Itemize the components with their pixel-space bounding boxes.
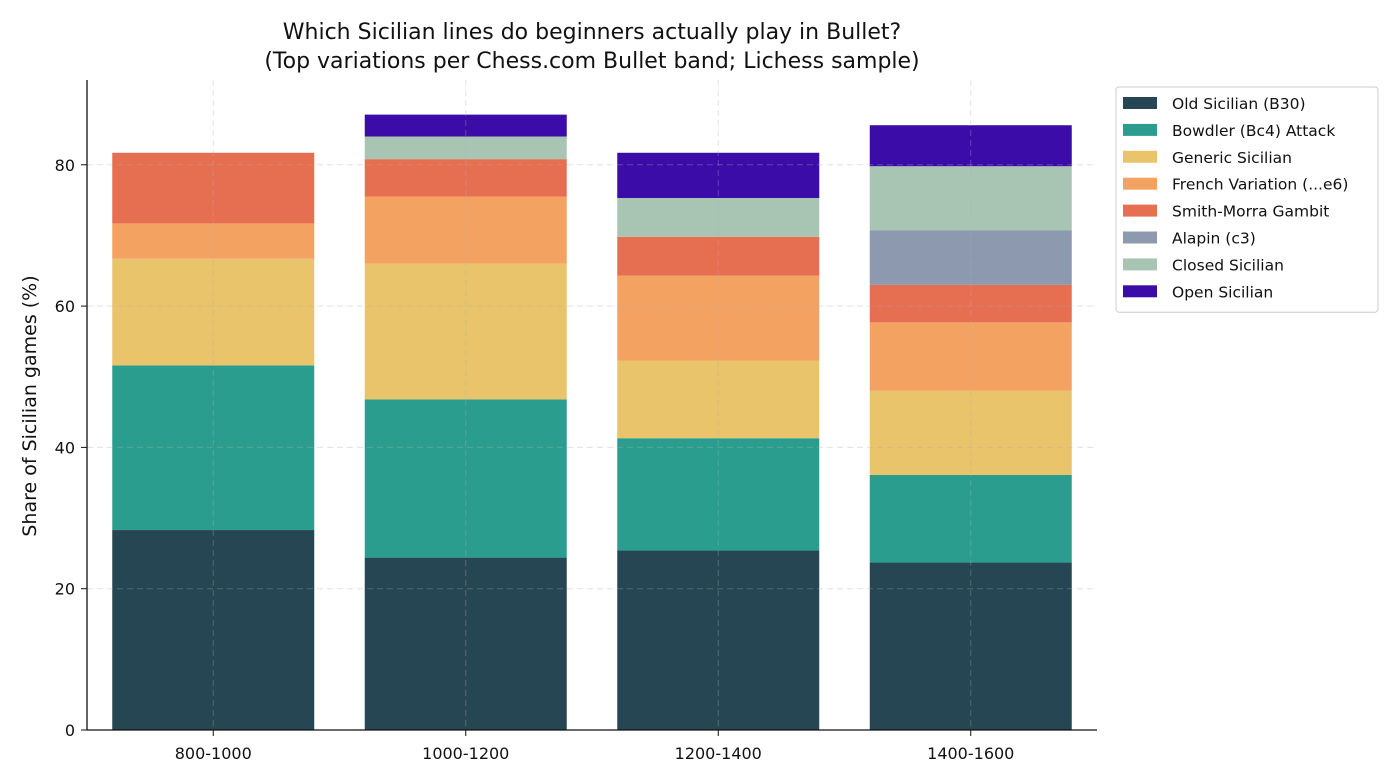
bar-segment-1400-1600-7 <box>869 125 1072 167</box>
y-tick-label: 0 <box>65 721 75 740</box>
plot-area: 0 20 40 60 80 800-1000 1000-1200 1200-1400 1400-… <box>55 80 1097 763</box>
legend-label: Generic Sicilian <box>1172 149 1292 167</box>
legend-swatch <box>1123 177 1157 190</box>
y-axis-label: Share of Sicilian games (%) <box>19 275 41 536</box>
legend-swatch <box>1123 258 1157 271</box>
bar-segment-1000-1200-4 <box>364 159 567 197</box>
legend-label: Closed Sicilian <box>1172 256 1284 274</box>
bar-segment-1200-1400-3 <box>617 275 820 361</box>
legend-label: Bowdler (Bc4) Attack <box>1172 122 1335 140</box>
legend-label: French Variation (...e6) <box>1172 176 1348 194</box>
legend: Old Sicilian (B30) Bowdler (Bc4) Attack Ge… <box>1115 86 1379 313</box>
chart-subtitle: (Top variations per Chess.com Bullet ban… <box>264 49 919 74</box>
legend-swatch <box>1123 231 1157 244</box>
bar-segment-1000-1200-7 <box>364 114 567 137</box>
bar-segment-1200-1400-6 <box>617 197 820 237</box>
bar-segment-1000-1200-1 <box>364 399 567 558</box>
x-tick-label: 1200-1400 <box>675 744 762 763</box>
bar-segment-1200-1400-7 <box>617 152 820 198</box>
legend-label: Smith-Morra Gambit <box>1172 203 1329 221</box>
bar-segment-1200-1400-4 <box>617 236 820 276</box>
legend-frame <box>1115 86 1379 313</box>
bar-segment-1000-1200-2 <box>364 263 567 400</box>
bar-segment-1000-1200-6 <box>364 136 567 160</box>
bar-segment-800-1000-2 <box>112 258 315 366</box>
bar-segment-1400-1600-3 <box>869 322 1072 391</box>
bar-segment-800-1000-4 <box>112 152 315 224</box>
bar-segment-1400-1600-1 <box>869 474 1072 563</box>
bar-segment-1400-1600-5 <box>869 230 1072 285</box>
bar-segment-1200-1400-1 <box>617 438 820 551</box>
y-tick-label: 20 <box>55 580 75 599</box>
legend-swatch <box>1123 123 1157 136</box>
bar-segment-1200-1400-0 <box>617 550 820 730</box>
x-tick-label: 1400-1600 <box>927 744 1014 763</box>
legend-swatch <box>1123 204 1157 217</box>
legend-swatch <box>1123 150 1157 163</box>
bar-segment-800-1000-1 <box>112 365 315 531</box>
chart-title: Which Sicilian lines do beginners actual… <box>283 20 901 45</box>
x-tick-label: 1000-1200 <box>422 744 509 763</box>
bar-segment-1200-1400-2 <box>617 360 820 439</box>
bar-segment-800-1000-0 <box>112 530 315 730</box>
y-tick-label: 60 <box>55 297 75 316</box>
bar-segment-1400-1600-4 <box>869 284 1072 323</box>
bar-segment-1400-1600-2 <box>869 390 1072 475</box>
bar-segment-1400-1600-6 <box>869 166 1072 231</box>
y-tick-label: 40 <box>55 438 75 457</box>
x-tick-label: 800-1000 <box>175 744 252 763</box>
legend-label: Open Sicilian <box>1172 283 1273 301</box>
bar-segment-1000-1200-3 <box>364 196 567 264</box>
bar-segment-1000-1200-0 <box>364 557 567 730</box>
legend-swatch <box>1123 285 1157 298</box>
y-tick-label: 80 <box>55 156 75 175</box>
legend-swatch <box>1123 97 1157 109</box>
bar-segment-800-1000-3 <box>112 223 315 259</box>
bar-segment-1400-1600-0 <box>869 562 1072 730</box>
legend-label: Alapin (c3) <box>1172 230 1256 248</box>
legend-label: Old Sicilian (B30) <box>1172 95 1306 113</box>
